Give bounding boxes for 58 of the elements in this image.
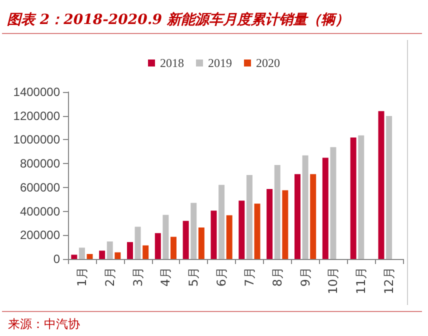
bar	[182, 220, 189, 259]
x-tick-label: 7月	[242, 267, 256, 287]
x-tick-label: 8月	[270, 267, 284, 287]
bar	[246, 175, 252, 259]
bar	[238, 200, 245, 259]
y-tick-label: 800000	[20, 156, 60, 171]
x-tick-label: 1月	[74, 267, 89, 287]
y-tick-label: 1400000	[13, 85, 60, 99]
bar	[310, 174, 316, 259]
bar	[154, 233, 161, 259]
legend-label: 2019	[208, 56, 232, 70]
bar	[282, 190, 288, 259]
y-tick-label: 600000	[20, 180, 60, 194]
x-tick-label: 9月	[298, 267, 312, 287]
x-tick-label: 5月	[186, 267, 201, 287]
bar	[190, 202, 197, 259]
y-tick-label: 200000	[20, 228, 60, 242]
x-tick-label: 2月	[102, 267, 117, 287]
bar	[358, 135, 364, 259]
x-tick-label: 4月	[158, 267, 173, 287]
y-tick-label: 400000	[20, 204, 60, 218]
bar	[86, 254, 93, 259]
bar	[114, 252, 121, 259]
legend-label: 2020	[256, 56, 280, 70]
bar	[170, 236, 177, 259]
bar	[218, 184, 225, 259]
bar	[71, 254, 78, 259]
bar	[254, 204, 260, 259]
x-tick-label: 12月	[382, 267, 396, 294]
x-tick-label: 3月	[130, 267, 145, 287]
chart-title: 图表 2：2018-2020.9 新能源车月度累计销量（辆）	[7, 11, 349, 28]
x-tick-label: 11月	[354, 267, 368, 294]
y-tick-label: 1000000	[13, 132, 60, 147]
bar	[198, 228, 204, 259]
bar	[330, 147, 336, 259]
bar	[106, 241, 113, 259]
bar	[322, 158, 328, 259]
legend-label: 2018	[160, 56, 184, 70]
bar	[78, 248, 85, 259]
bar	[274, 165, 280, 259]
bar	[126, 242, 133, 259]
bar	[350, 137, 356, 259]
bar	[302, 155, 308, 259]
bar	[162, 214, 169, 259]
x-tick-label: 6月	[214, 267, 229, 287]
bar	[134, 226, 141, 259]
bar	[226, 215, 232, 259]
y-tick-label: 1200000	[13, 108, 60, 123]
x-tick-label: 10月	[326, 267, 340, 294]
bar	[294, 174, 300, 259]
y-tick-label: 0	[53, 252, 60, 266]
bar	[266, 188, 273, 259]
bar	[142, 245, 149, 259]
bar	[99, 250, 106, 259]
source-note: 来源：中汽协	[8, 317, 80, 331]
bar	[386, 116, 392, 259]
bar	[210, 210, 217, 259]
bar	[378, 111, 384, 259]
